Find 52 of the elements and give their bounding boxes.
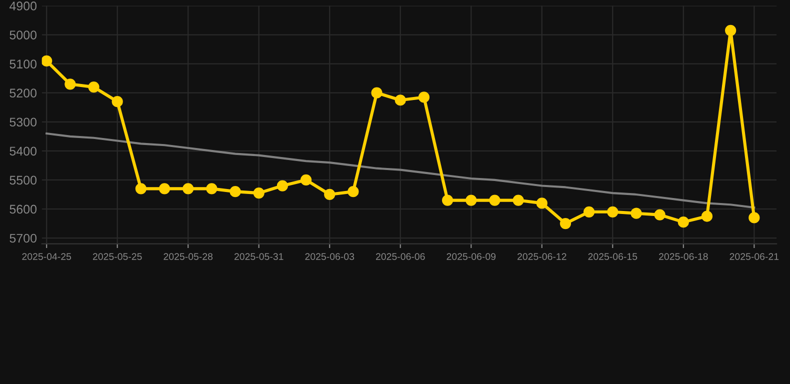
point bbox=[88, 82, 100, 93]
point bbox=[112, 96, 123, 108]
x-tick-label: 2025-06-12 bbox=[518, 253, 566, 260]
y-tick-label: 5400 bbox=[10, 146, 37, 156]
point bbox=[324, 188, 336, 200]
x-tick-label: 2025-06-09 bbox=[446, 253, 496, 260]
line-series bbox=[46, 132, 756, 209]
point bbox=[584, 206, 595, 218]
point bbox=[536, 198, 548, 209]
point bbox=[371, 87, 382, 98]
x-tick-label: 2025-05-31 bbox=[234, 253, 284, 260]
y-tick-label: 5600 bbox=[10, 204, 37, 214]
x-tick-label: 2025-06-18 bbox=[659, 253, 708, 260]
point bbox=[678, 216, 689, 228]
point bbox=[230, 186, 241, 198]
y-tick-label: 4900 bbox=[9, 2, 37, 10]
point bbox=[394, 94, 406, 106]
point bbox=[253, 187, 264, 199]
point bbox=[466, 194, 477, 206]
y-tick-label: 5200 bbox=[10, 88, 37, 98]
point bbox=[418, 92, 430, 103]
point bbox=[442, 194, 454, 206]
point bbox=[748, 212, 760, 224]
point bbox=[630, 208, 642, 219]
point bbox=[701, 210, 713, 222]
point bbox=[158, 183, 170, 194]
x-tick-label: 2025-06-03 bbox=[305, 253, 354, 260]
x-tick-label: 2025-05-25 bbox=[92, 253, 142, 260]
point bbox=[489, 194, 500, 206]
point bbox=[42, 55, 52, 66]
point bbox=[607, 206, 618, 218]
point bbox=[560, 218, 572, 230]
x-tick-label: 2025-06-15 bbox=[588, 253, 638, 260]
y-tick-label: 5000 bbox=[10, 30, 37, 40]
y-tick-label: 5300 bbox=[10, 118, 37, 127]
point bbox=[725, 24, 736, 36]
x-tick-label: 2025-06-06 bbox=[376, 253, 425, 260]
point bbox=[182, 183, 194, 194]
point bbox=[300, 174, 312, 186]
x-tick-label: 2025-05-28 bbox=[164, 253, 213, 260]
y-tick-label: 5700 bbox=[10, 234, 37, 243]
x-tick-label: 2025-06-21 bbox=[730, 253, 779, 260]
x-tick-label: 2025-04-25 bbox=[22, 253, 72, 260]
y-tick-label: 5500 bbox=[10, 176, 37, 185]
point bbox=[64, 78, 76, 90]
point bbox=[512, 194, 524, 206]
point bbox=[654, 209, 666, 220]
point bbox=[135, 183, 146, 194]
point bbox=[348, 186, 359, 198]
point bbox=[276, 180, 288, 192]
y-tick-label: 5100 bbox=[10, 60, 37, 68]
point bbox=[206, 183, 218, 194]
